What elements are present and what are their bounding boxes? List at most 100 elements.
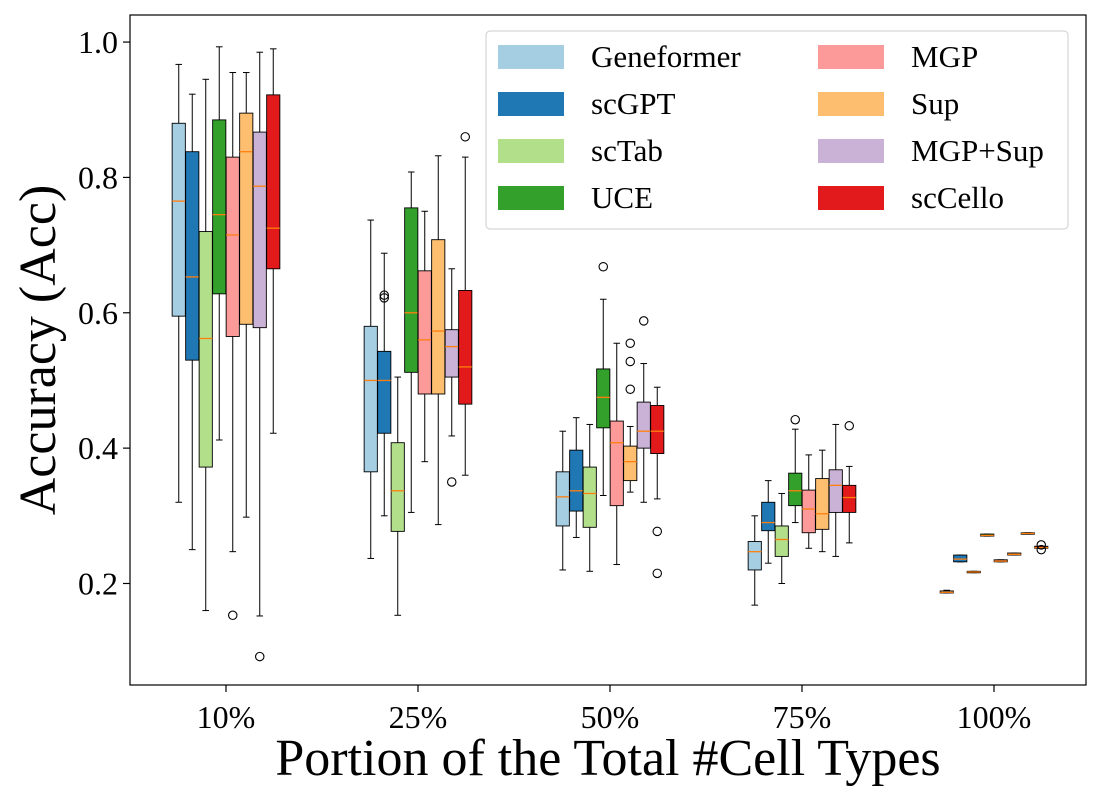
box-body bbox=[555, 471, 570, 527]
box-mgp-25pct bbox=[417, 210, 432, 463]
outlier-point bbox=[625, 356, 635, 367]
outlier-point bbox=[460, 132, 470, 142]
box-body bbox=[363, 325, 378, 473]
box-mgp-10pct bbox=[225, 72, 240, 621]
legend-label: scTab bbox=[591, 133, 663, 168]
box-uce-50pct bbox=[596, 262, 611, 497]
box-body bbox=[596, 368, 611, 429]
box-sctab-50pct bbox=[582, 423, 597, 572]
box-mgp-sup-10pct bbox=[252, 51, 267, 662]
box-body bbox=[801, 489, 816, 534]
box-scgpt-50pct bbox=[569, 417, 584, 538]
box-sctab-10pct bbox=[198, 78, 213, 612]
outlier-point bbox=[652, 526, 662, 537]
plot-layer bbox=[171, 46, 1049, 662]
legend-label: MGP bbox=[911, 39, 978, 74]
box-body bbox=[953, 554, 968, 563]
legend-label: scGPT bbox=[591, 86, 675, 121]
x-tick-label: 25% bbox=[389, 699, 448, 735]
box-uce-25pct bbox=[404, 171, 419, 513]
axis-layer: 0.2 0.4 0.6 0.8 1.0 10% 25% 50% 75% 100% bbox=[78, 24, 1031, 735]
outlier-point bbox=[228, 610, 238, 621]
legend-label: MGP+Sup bbox=[911, 133, 1044, 168]
outlier-point bbox=[1036, 544, 1047, 555]
legend-swatch bbox=[818, 186, 884, 210]
box-sccello-10pct bbox=[266, 48, 281, 434]
x-tick-label: 75% bbox=[773, 699, 832, 735]
legend-swatch bbox=[498, 139, 564, 163]
box-body bbox=[815, 478, 830, 530]
plot-frame bbox=[129, 14, 1087, 686]
box-body bbox=[569, 449, 584, 512]
legend-label: scCello bbox=[911, 180, 1004, 215]
legend-swatch bbox=[498, 45, 564, 69]
box-scgpt-75pct bbox=[761, 480, 776, 564]
legend-swatch bbox=[498, 186, 564, 210]
box-body bbox=[225, 156, 240, 337]
box-uce-75pct bbox=[788, 414, 803, 524]
box-body bbox=[774, 525, 789, 557]
box-body bbox=[842, 484, 857, 513]
box-scgpt-25pct bbox=[377, 252, 392, 517]
y-tick-label: 0.8 bbox=[78, 159, 118, 195]
box-body bbox=[198, 231, 213, 468]
box-geneformer-10pct bbox=[171, 63, 186, 503]
box-sup-25pct bbox=[431, 155, 446, 526]
box-sctab-75pct bbox=[774, 492, 789, 584]
box-sup-10pct bbox=[239, 72, 254, 518]
box-body bbox=[390, 442, 405, 532]
outlier-point bbox=[625, 384, 635, 395]
outlier-point bbox=[379, 293, 389, 303]
box-body bbox=[761, 501, 776, 532]
box-sup-75pct bbox=[815, 449, 830, 553]
box-geneformer-100pct bbox=[939, 589, 954, 594]
outlier-point bbox=[844, 421, 854, 431]
box-mgp-50pct bbox=[609, 342, 624, 566]
box-geneformer-75pct bbox=[747, 515, 762, 606]
outlier-point bbox=[638, 316, 649, 326]
box-body bbox=[582, 466, 597, 528]
box-sup-50pct bbox=[623, 338, 638, 493]
y-tick-label: 1.0 bbox=[78, 24, 118, 60]
box-body bbox=[431, 239, 446, 395]
y-tick-label: 0.6 bbox=[78, 295, 118, 331]
box-body bbox=[444, 329, 459, 378]
box-body bbox=[609, 420, 624, 507]
x-tick-label: 100% bbox=[957, 699, 1032, 735]
box-body bbox=[252, 131, 267, 329]
box-body bbox=[417, 270, 432, 395]
box-body bbox=[650, 405, 665, 454]
legend-frame bbox=[485, 30, 1069, 230]
box-body bbox=[266, 94, 281, 270]
legend-label: UCE bbox=[591, 180, 653, 215]
box-body bbox=[185, 151, 200, 361]
x-tick-label: 10% bbox=[197, 699, 256, 735]
box-sccello-75pct bbox=[842, 421, 857, 544]
y-tick-label: 0.2 bbox=[78, 565, 118, 601]
outlier-point bbox=[255, 651, 265, 662]
legend-swatch bbox=[818, 45, 884, 69]
outlier-point bbox=[790, 414, 800, 425]
box-body bbox=[828, 469, 843, 513]
box-body bbox=[171, 122, 186, 317]
box-mgp-75pct bbox=[801, 454, 816, 549]
legend-swatch bbox=[818, 139, 884, 163]
box-scgpt-100pct bbox=[953, 554, 968, 563]
outlier-point bbox=[446, 477, 457, 487]
x-tick-label: 50% bbox=[581, 699, 640, 735]
box-body bbox=[212, 119, 227, 295]
box-body bbox=[239, 112, 254, 325]
legend-swatch bbox=[818, 92, 884, 116]
box-uce-10pct bbox=[212, 46, 227, 441]
box-body bbox=[747, 541, 762, 571]
box-geneformer-25pct bbox=[363, 219, 378, 559]
box-body bbox=[636, 401, 651, 449]
box-geneformer-50pct bbox=[555, 430, 570, 571]
box-body bbox=[458, 289, 473, 405]
box-mgp-100pct bbox=[993, 559, 1008, 563]
box-body bbox=[788, 472, 803, 507]
legend-label: Sup bbox=[911, 86, 959, 121]
box-mgp-sup-75pct bbox=[828, 423, 843, 557]
box-sctab-100pct bbox=[966, 570, 981, 574]
